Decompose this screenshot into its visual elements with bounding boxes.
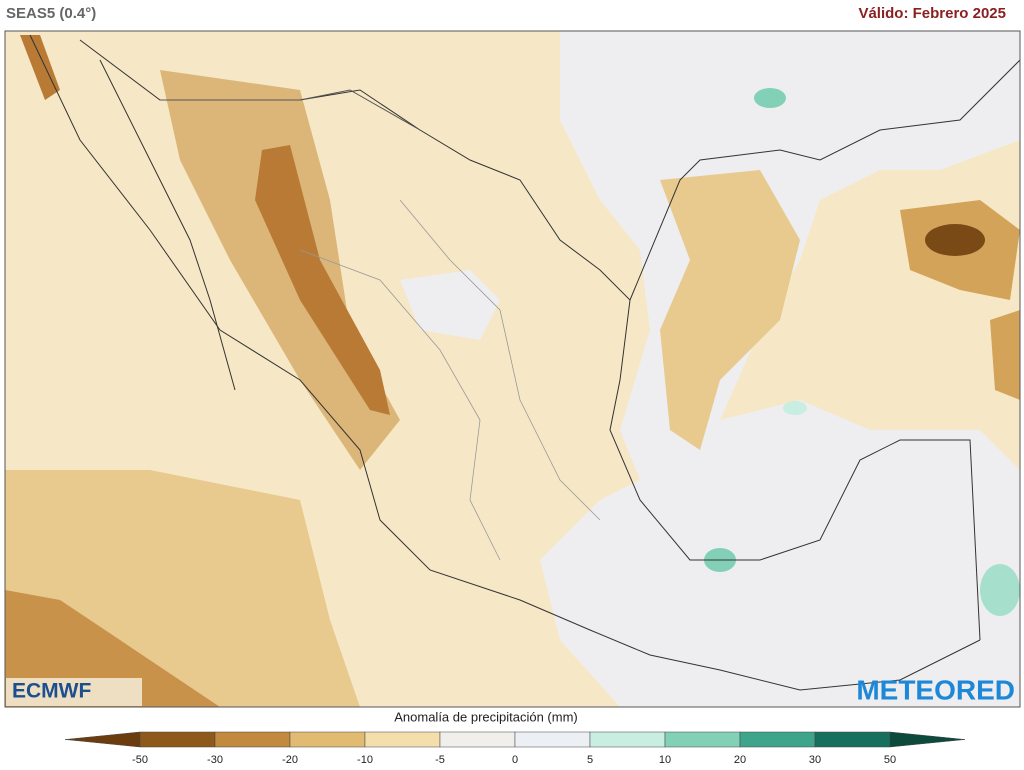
- model-label: SEAS5 (0.4°): [6, 5, 96, 22]
- colorbar-tick-label: 50: [884, 754, 896, 766]
- ecmwf-logo: ECMWF: [12, 680, 91, 703]
- colorbar-tick-label: -50: [132, 754, 148, 766]
- area-wet: [980, 564, 1020, 616]
- coastline: [629, 59, 1020, 301]
- area-neutral: [400, 270, 500, 340]
- colorbar-tick-label: -10: [357, 754, 373, 766]
- colorbar-tick-label: 10: [659, 754, 671, 766]
- colorbar-tick-label: -5: [435, 754, 445, 766]
- colorbar-segment: [214, 731, 291, 748]
- state-border: [299, 249, 501, 561]
- area-dry: [160, 70, 400, 470]
- colorbar-tick-label: 20: [734, 754, 746, 766]
- colorbar-segment: [289, 731, 366, 748]
- meteored-logo: METEORED: [856, 674, 1015, 705]
- area-dry: [5, 590, 220, 707]
- state-border: [399, 199, 601, 521]
- area-very-dry: [20, 35, 60, 100]
- colorbar-tick-label: -30: [207, 754, 223, 766]
- border: [160, 89, 421, 131]
- coastline: [99, 59, 236, 391]
- area-very-dry: [925, 224, 985, 256]
- colorbar-end: [889, 731, 966, 748]
- colorbar-tick-label: 0: [512, 754, 518, 766]
- area-dry: [660, 170, 800, 450]
- colorbar-tick-label: 30: [809, 754, 821, 766]
- colorbar-segment: [589, 731, 666, 748]
- area-very-dry: [255, 145, 390, 415]
- colorbar-segment: [739, 731, 816, 748]
- coastline: [79, 39, 981, 641]
- colorbar-segment: [514, 731, 591, 748]
- colorbar-segment: [439, 731, 516, 748]
- colorbar-segment: [664, 731, 741, 748]
- area-wet: [754, 88, 786, 108]
- colorbar: -50 -30 -20 -10 -5 0 5 10 20 30 50: [64, 731, 966, 766]
- coastline: [29, 34, 981, 691]
- colorbar-segment: [139, 731, 216, 748]
- map-frame: [4, 30, 1021, 708]
- legend-title: Anomalía de precipitación (mm): [394, 709, 578, 724]
- map: ECMWF METEORED: [4, 30, 1021, 708]
- colorbar-tick-label: 5: [587, 754, 593, 766]
- colorbar-segment: [364, 731, 441, 748]
- area-dry: [990, 310, 1020, 400]
- area-wet: [783, 401, 807, 415]
- logo-bg: [6, 678, 142, 706]
- colorbar-segment: [814, 731, 891, 748]
- valid-date: Válido: Febrero 2025: [858, 5, 1006, 22]
- colorbar-tick-label: -20: [282, 754, 298, 766]
